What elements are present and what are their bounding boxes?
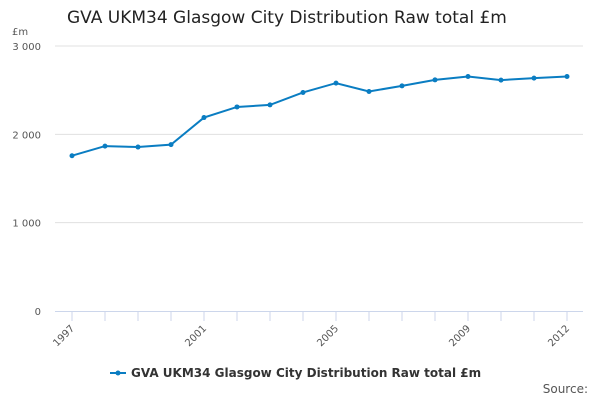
y-tick-label: 3 000 — [12, 42, 41, 53]
x-tick-label: 1997 — [51, 323, 77, 349]
data-point — [69, 153, 75, 159]
legend-label[interactable]: GVA UKM34 Glasgow City Distribution Raw … — [131, 366, 481, 380]
data-point — [267, 102, 273, 108]
series-line — [71, 75, 568, 157]
x-tick-label: 2005 — [315, 323, 341, 349]
y-tick-label: 1 000 — [12, 219, 41, 230]
data-point — [465, 73, 471, 79]
data-point — [399, 83, 405, 89]
data-point — [498, 77, 504, 83]
x-tick-label: 2009 — [447, 323, 473, 349]
data-point — [432, 77, 438, 83]
data-point — [201, 115, 207, 121]
y-axis-label: £m — [12, 27, 28, 38]
data-point — [531, 75, 537, 81]
y-tick-label: 0 — [35, 307, 41, 318]
data-point — [102, 143, 108, 149]
data-point — [300, 89, 306, 95]
data-point — [333, 80, 339, 86]
data-point — [366, 88, 372, 94]
y-tick-label: 2 000 — [12, 130, 41, 141]
x-tick-label: 2012 — [546, 323, 572, 349]
data-point — [135, 144, 141, 150]
legend-marker — [115, 370, 121, 376]
data-point — [234, 104, 240, 110]
chart-title: GVA UKM34 Glasgow City Distribution Raw … — [67, 8, 507, 28]
data-point — [564, 73, 570, 79]
source-label[interactable]: Source: — [542, 382, 588, 396]
data-point — [168, 142, 174, 148]
x-tick-label: 2001 — [183, 323, 209, 349]
